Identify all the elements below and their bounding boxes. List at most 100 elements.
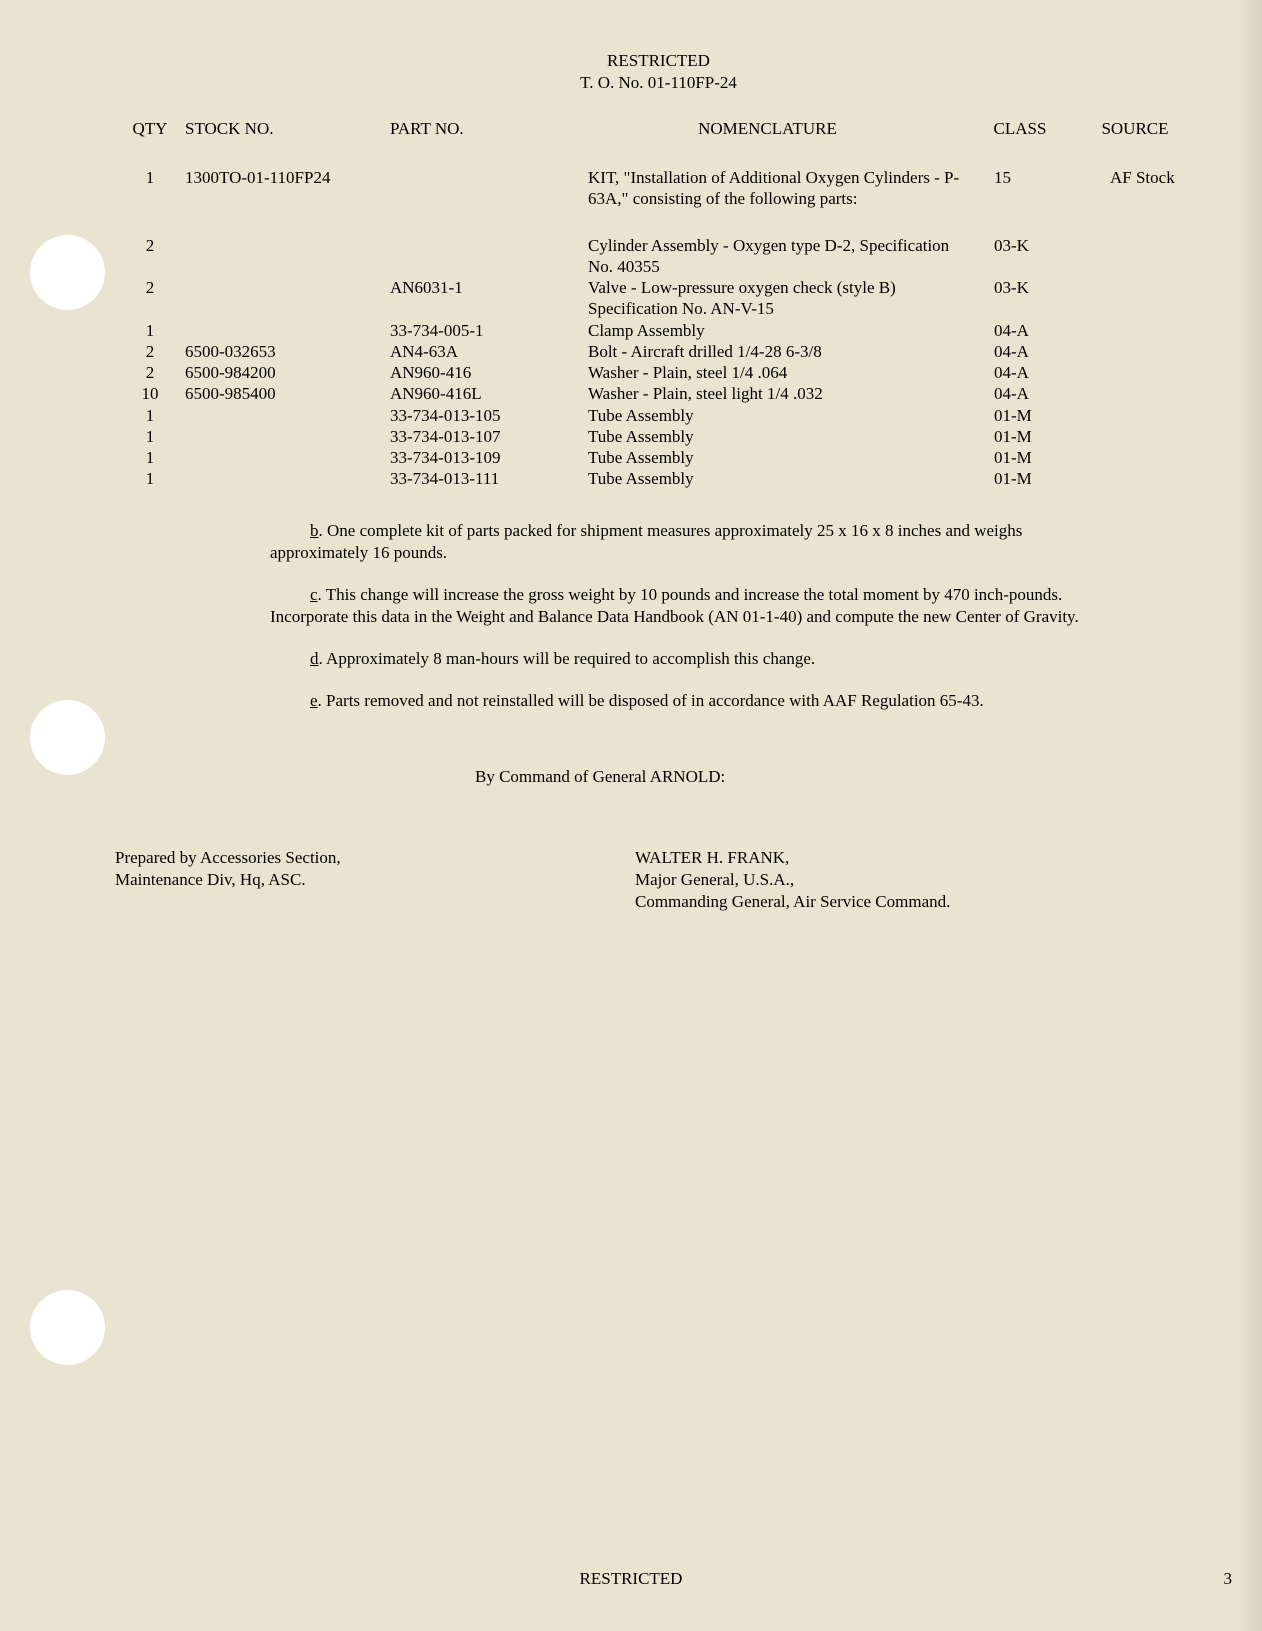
cell-nomen: Tube Assembly xyxy=(570,405,965,426)
cell-part: AN960-416L xyxy=(390,383,570,404)
cell-source xyxy=(1075,235,1195,278)
cell-stock xyxy=(185,426,390,447)
sig-right-line2: Major General, U.S.A., xyxy=(635,869,950,891)
cell-class: 04-A xyxy=(965,383,1075,404)
column-header-source: SOURCE xyxy=(1075,119,1195,139)
cell-part: 33-734-005-1 xyxy=(390,320,570,341)
column-header-part: PART NO. xyxy=(390,119,570,139)
punch-hole xyxy=(30,1290,105,1365)
cell-stock: 1300TO-01-110FP24 xyxy=(185,167,390,210)
column-header-qty: QTY xyxy=(115,119,185,139)
column-header-stock: STOCK NO. xyxy=(185,119,390,139)
note-b: b. One complete kit of parts packed for … xyxy=(270,520,1107,564)
cell-qty: 2 xyxy=(115,277,185,320)
notes-section: b. One complete kit of parts packed for … xyxy=(270,520,1107,713)
table-row: 1 33-734-013-105 Tube Assembly 01-M xyxy=(115,405,1202,426)
cell-part: 33-734-013-109 xyxy=(390,447,570,468)
note-text: . Approximately 8 man-hours will be requ… xyxy=(319,649,816,668)
note-text: . One complete kit of parts packed for s… xyxy=(270,521,1022,562)
cell-source xyxy=(1075,447,1195,468)
cell-stock xyxy=(185,235,390,278)
cell-stock: 6500-985400 xyxy=(185,383,390,404)
cell-source xyxy=(1075,277,1195,320)
cell-source: AF Stock xyxy=(1075,167,1195,210)
table-row: 1 33-734-013-111 Tube Assembly 01-M xyxy=(115,468,1202,489)
cell-source xyxy=(1075,341,1195,362)
document-footer: RESTRICTED 3 xyxy=(0,1569,1262,1589)
cell-stock xyxy=(185,447,390,468)
table-row: 2 Cylinder Assembly - Oxygen type D-2, S… xyxy=(115,235,1202,278)
cell-class: 03-K xyxy=(965,235,1075,278)
note-label: e xyxy=(310,691,318,710)
cell-nomen: Tube Assembly xyxy=(570,447,965,468)
cell-nomen: KIT, "Installation of Additional Oxygen … xyxy=(570,167,965,210)
cell-nomen: Washer - Plain, steel 1/4 .064 xyxy=(570,362,965,383)
document-header: RESTRICTED T. O. No. 01-110FP-24 xyxy=(115,50,1202,94)
cell-nomen: Bolt - Aircraft drilled 1/4-28 6-3/8 xyxy=(570,341,965,362)
sig-left-line2: Maintenance Div, Hq, ASC. xyxy=(115,869,565,891)
table-row: 1 33-734-013-107 Tube Assembly 01-M xyxy=(115,426,1202,447)
cell-qty: 2 xyxy=(115,235,185,278)
cell-source xyxy=(1075,426,1195,447)
note-text: . This change will increase the gross we… xyxy=(270,585,1079,626)
cell-part: 33-734-013-111 xyxy=(390,468,570,489)
table-row: 10 6500-985400 AN960-416L Washer - Plain… xyxy=(115,383,1202,404)
cell-stock xyxy=(185,405,390,426)
page-shadow xyxy=(1237,0,1262,1631)
column-header-nomen: NOMENCLATURE xyxy=(570,119,965,139)
sig-right-line1: WALTER H. FRANK, xyxy=(635,847,950,869)
cell-qty: 2 xyxy=(115,341,185,362)
cell-class: 04-A xyxy=(965,341,1075,362)
cell-nomen: Tube Assembly xyxy=(570,426,965,447)
cell-qty: 1 xyxy=(115,468,185,489)
note-label: b xyxy=(310,521,319,540)
cell-part: 33-734-013-105 xyxy=(390,405,570,426)
signature-left: Prepared by Accessories Section, Mainten… xyxy=(115,847,565,913)
command-line: By Command of General ARNOLD: xyxy=(475,767,1202,787)
table-row: 2 AN6031-1 Valve - Low-pressure oxygen c… xyxy=(115,277,1202,320)
cell-class: 01-M xyxy=(965,405,1075,426)
note-c: c. This change will increase the gross w… xyxy=(270,584,1107,628)
cell-part xyxy=(390,235,570,278)
punch-hole xyxy=(30,700,105,775)
cell-part: AN6031-1 xyxy=(390,277,570,320)
cell-nomen: Valve - Low-pressure oxygen check (style… xyxy=(570,277,965,320)
cell-qty: 2 xyxy=(115,362,185,383)
cell-stock: 6500-984200 xyxy=(185,362,390,383)
cell-stock: 6500-032653 xyxy=(185,341,390,362)
cell-nomen: Washer - Plain, steel light 1/4 .032 xyxy=(570,383,965,404)
cell-class: 01-M xyxy=(965,447,1075,468)
note-label: c xyxy=(310,585,318,604)
table-row: 1 33-734-005-1 Clamp Assembly 04-A xyxy=(115,320,1202,341)
cell-class: 04-A xyxy=(965,320,1075,341)
classification-footer: RESTRICTED xyxy=(0,1569,1262,1589)
cell-qty: 10 xyxy=(115,383,185,404)
cell-source xyxy=(1075,383,1195,404)
cell-class: 15 xyxy=(965,167,1075,210)
note-label: d xyxy=(310,649,319,668)
signature-right: WALTER H. FRANK, Major General, U.S.A., … xyxy=(635,847,950,913)
cell-part: AN4-63A xyxy=(390,341,570,362)
cell-nomen: Tube Assembly xyxy=(570,468,965,489)
cell-qty: 1 xyxy=(115,447,185,468)
document-page: RESTRICTED T. O. No. 01-110FP-24 QTY STO… xyxy=(0,0,1262,1631)
classification-header: RESTRICTED xyxy=(115,50,1202,72)
cell-class: 03-K xyxy=(965,277,1075,320)
table-row: 2 6500-984200 AN960-416 Washer - Plain, … xyxy=(115,362,1202,383)
cell-qty: 1 xyxy=(115,405,185,426)
cell-part: AN960-416 xyxy=(390,362,570,383)
sig-left-line1: Prepared by Accessories Section, xyxy=(115,847,565,869)
cell-source xyxy=(1075,362,1195,383)
punch-hole xyxy=(30,235,105,310)
cell-qty: 1 xyxy=(115,426,185,447)
cell-class: 01-M xyxy=(965,468,1075,489)
cell-part xyxy=(390,167,570,210)
cell-source xyxy=(1075,320,1195,341)
cell-stock xyxy=(185,468,390,489)
cell-class: 04-A xyxy=(965,362,1075,383)
note-e: e. Parts removed and not reinstalled wil… xyxy=(270,690,1107,712)
table-row: 1 1300TO-01-110FP24 KIT, "Installation o… xyxy=(115,167,1202,210)
page-number: 3 xyxy=(1224,1569,1233,1589)
signatures: Prepared by Accessories Section, Mainten… xyxy=(115,847,1202,913)
cell-nomen: Cylinder Assembly - Oxygen type D-2, Spe… xyxy=(570,235,965,278)
